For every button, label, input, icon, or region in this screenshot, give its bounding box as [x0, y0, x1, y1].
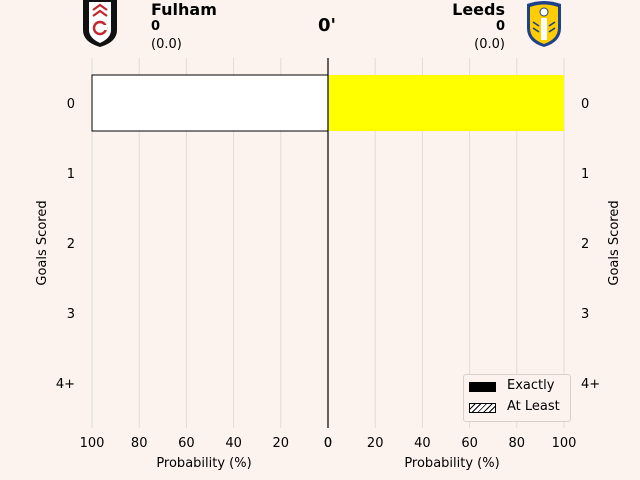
away-y-tick-label: 0 [581, 97, 589, 112]
home-x-tick-label: 80 [131, 436, 148, 451]
legend-swatch-exactly [469, 382, 496, 392]
away-x-axis-title: Probability (%) [404, 456, 499, 471]
away-y-axis-title: Goals Scored [607, 200, 622, 285]
home-x-tick-label: 40 [225, 436, 242, 451]
home-score: 0 [151, 19, 161, 34]
home-y-tick-label: 1 [67, 167, 75, 182]
home-y-tick-label: 2 [67, 237, 75, 252]
away-x-tick-label: 40 [414, 436, 431, 451]
home-x-tick-label: 0 [324, 436, 332, 451]
away-y-tick-label: 1 [581, 167, 589, 182]
away-score: 0 [495, 19, 505, 34]
legend-label-exactly: Exactly [507, 378, 555, 393]
fulham-crest-icon [83, 0, 117, 47]
away-x-tick-label: 0 [324, 436, 332, 451]
home-x-tick-label: 20 [273, 436, 290, 451]
away-x-tick-label: 20 [367, 436, 384, 451]
home-xg: (0.0) [151, 37, 182, 52]
legend-swatch-at-least [469, 403, 496, 413]
home-y-tick-label: 3 [67, 307, 75, 322]
away-y-tick-label: 4+ [581, 377, 600, 392]
home-team-name: Fulham [151, 0, 217, 19]
away-xg: (0.0) [474, 37, 505, 52]
legend-label-at-least: At Least [507, 399, 560, 414]
away-x-tick-label: 60 [461, 436, 478, 451]
away-team-name: Leeds [452, 0, 505, 19]
chart-legend: Exactly At Least [463, 374, 571, 422]
home-y-tick-label: 4+ [56, 377, 75, 392]
away-y-tick-label: 2 [581, 237, 589, 252]
away-y-tick-label: 3 [581, 307, 589, 322]
away-x-tick-label: 80 [509, 436, 526, 451]
match-minute: 0' [318, 15, 337, 36]
away-x-tick-label: 100 [552, 436, 577, 451]
leeds-crest-icon [527, 1, 561, 47]
home-x-tick-label: 60 [178, 436, 195, 451]
home-x-axis-title: Probability (%) [156, 456, 251, 471]
home-y-tick-label: 0 [67, 97, 75, 112]
home-x-tick-label: 100 [80, 436, 105, 451]
away-bar [328, 75, 564, 131]
home-bar [91, 74, 329, 132]
home-y-axis-title: Goals Scored [35, 200, 50, 285]
